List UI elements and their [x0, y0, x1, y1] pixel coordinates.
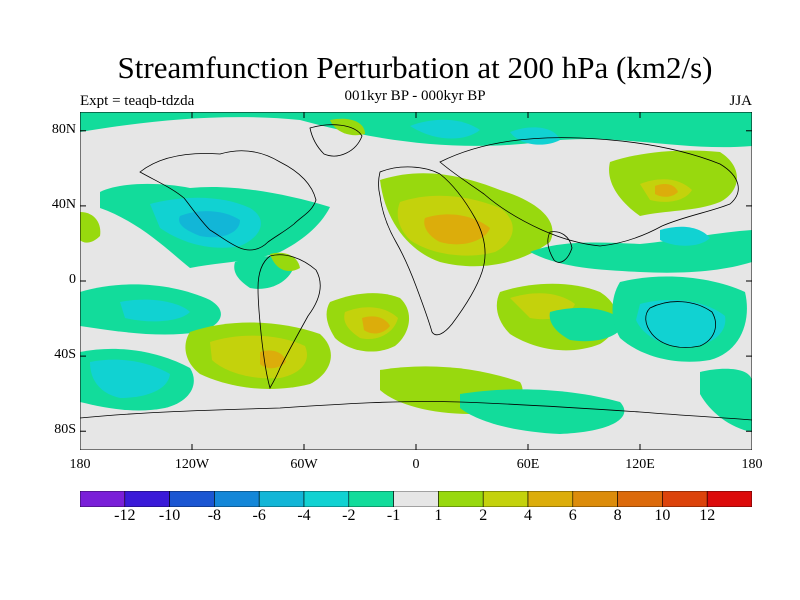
streamfunction-map: [80, 112, 752, 450]
contour-pos4-spacific-south: [260, 350, 286, 369]
coast-eurasia: [439, 137, 739, 247]
coast-australia: [645, 301, 716, 348]
colorbar: [80, 491, 752, 507]
colorbar-label: 10: [654, 507, 671, 524]
colorbar-label: 12: [699, 507, 716, 524]
contour-neg1-westedge: [80, 212, 101, 243]
coast-europe-africa: [378, 166, 486, 336]
coast-antarctica: [80, 401, 752, 421]
contour-pos-greenland: [330, 118, 365, 136]
colorbar-swatch: [348, 491, 394, 507]
colorbar-swatch: [214, 491, 260, 507]
contour-pos4-satlantic: [362, 316, 390, 334]
lon-tick-label: 120E: [625, 457, 655, 472]
axis-ticks: [80, 112, 752, 450]
contour-neg2-argentina-sea: [90, 359, 170, 398]
colorbar-swatch: [662, 491, 708, 507]
lon-tick-label: 180: [741, 457, 763, 472]
colorbar-label: 4: [524, 507, 532, 524]
colorbar-swatch: [527, 491, 574, 507]
contour-neg2-arctic: [410, 119, 480, 139]
colorbar-label: -4: [297, 507, 311, 524]
coast-south-america: [257, 254, 321, 390]
colorbar-label: -6: [252, 507, 266, 524]
coast-greenland: [309, 124, 363, 157]
contour-neg1-antarctic-pacific: [700, 368, 752, 432]
colorbar-label: -1: [386, 507, 401, 524]
contour-pos4-asia: [655, 184, 678, 197]
experiment-label: Expt = teaqb-tdzda: [80, 93, 195, 109]
colorbar-swatch: [482, 491, 529, 507]
colorbar-swatch: [169, 491, 215, 507]
lon-tick-label: 0: [412, 457, 420, 472]
colorbar-swatch: [124, 491, 170, 507]
lat-tick-label: 40S: [54, 347, 76, 363]
coast-north-america: [139, 150, 317, 251]
contour-neg2-spacific: [120, 299, 190, 322]
contour-neg1-sindian: [549, 307, 625, 342]
colorbar-swatch: [80, 491, 126, 507]
contour-neg2-wpac: [660, 226, 710, 246]
colorbar-label: 8: [613, 507, 622, 524]
colorbar-swatch: [438, 491, 484, 507]
colorbar-swatch: [572, 491, 618, 507]
lon-tick-label: 180: [69, 457, 91, 472]
contour-pos1-samerica-north: [270, 252, 300, 272]
lat-tick-label: 80N: [51, 121, 76, 137]
colorbar-label: -12: [114, 507, 136, 524]
colorbar-label: -10: [158, 507, 181, 524]
coast-india: [547, 231, 573, 263]
colorbar-swatch: [393, 491, 439, 507]
contour-neg2-australia: [636, 300, 726, 348]
contour-neg4-namerica: [179, 211, 240, 238]
contour-pos2-spacific-south: [210, 335, 308, 379]
lat-tick-label: 80S: [54, 422, 76, 438]
colorbar-label: -8: [207, 507, 222, 524]
colorbar-swatch: [303, 491, 350, 507]
colorbar-label: 2: [479, 507, 488, 524]
colorbar-label: 1: [434, 507, 443, 524]
coastlines: [80, 124, 752, 421]
contour-pos4-sahara: [424, 214, 490, 245]
lat-tick-label: 0: [69, 272, 76, 287]
lon-tick-label: 60E: [516, 457, 540, 472]
contour-neg1-antarctic-east: [460, 389, 625, 434]
lon-tick-label: 120W: [174, 457, 210, 472]
colorbar-label: -2: [342, 507, 356, 524]
lat-tick-label: 40N: [51, 196, 76, 212]
contour-neg2-scandinavia: [510, 127, 560, 145]
colorbar-swatch: [258, 491, 305, 507]
lon-tick-label: 60W: [290, 457, 318, 472]
colorbar-label: 6: [568, 507, 577, 524]
season-label: JJA: [729, 93, 752, 109]
colorbar-swatch: [706, 491, 752, 507]
chart-subtitle: 001kyr BP - 000kyr BP: [344, 88, 486, 104]
colorbar-swatch: [617, 491, 663, 507]
chart-title: Streamfunction Perturbation at 200 hPa (…: [117, 50, 713, 85]
